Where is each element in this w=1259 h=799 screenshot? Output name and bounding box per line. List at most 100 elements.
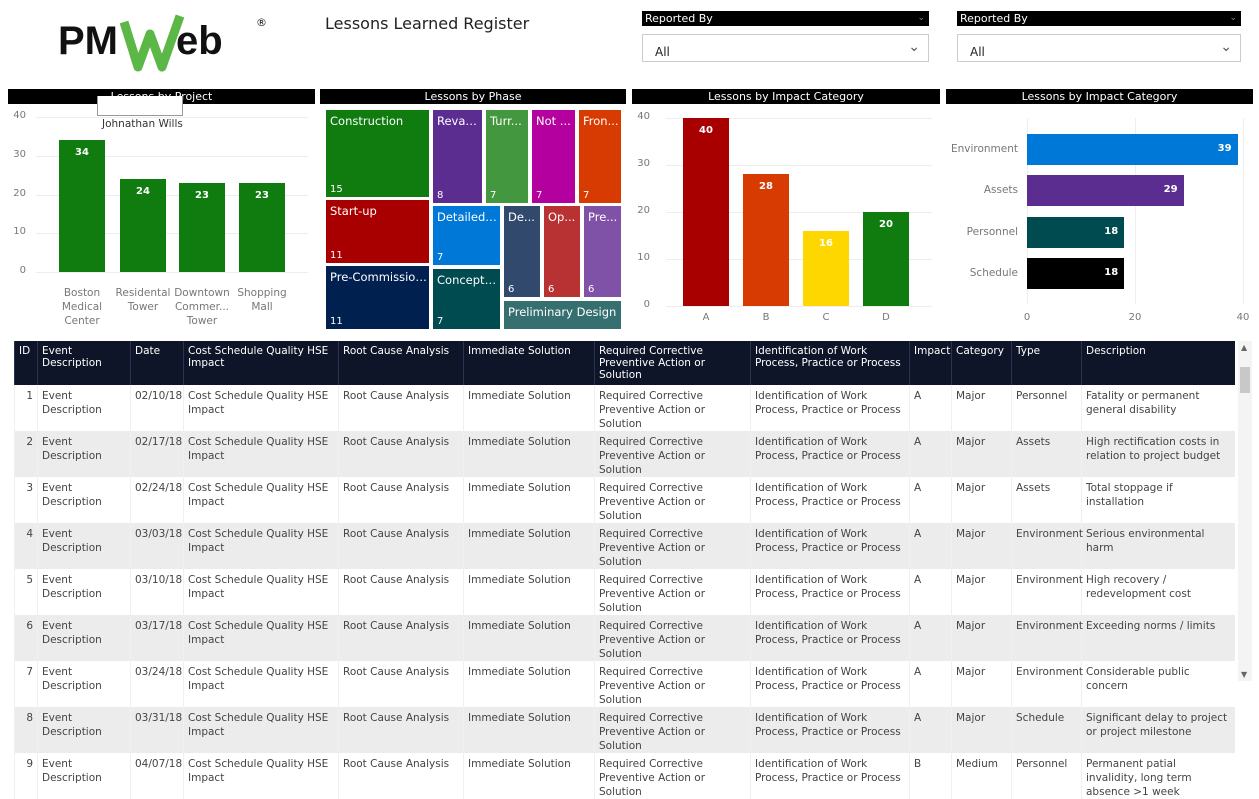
reported-by-filter-2[interactable]: Reported By ⌄ All ⌄ bbox=[957, 11, 1241, 62]
scroll-down-icon[interactable]: ▼ bbox=[1241, 670, 1248, 679]
table-cell: 3 bbox=[14, 477, 38, 523]
tile-label: Fron... bbox=[583, 114, 619, 128]
table-cell: 03/03/18 bbox=[130, 523, 184, 569]
tile-label: Detailed ... bbox=[437, 210, 498, 224]
treemap-tile[interactable]: Start-up 11 bbox=[325, 199, 430, 264]
reported-by-filter-1[interactable]: Reported By ⌄ All ⌄ bbox=[642, 11, 929, 62]
bar-data-label: 39 bbox=[1217, 143, 1232, 154]
treemap-tile[interactable]: Pre... 6 bbox=[583, 205, 622, 298]
treemap-tile[interactable]: Detailed ... 7 bbox=[432, 205, 501, 266]
bar-data-label: 16 bbox=[819, 237, 833, 249]
bar[interactable] bbox=[743, 174, 789, 306]
y-tick-label: 40 bbox=[637, 111, 650, 122]
gridline bbox=[666, 259, 932, 260]
table-cell: 7 bbox=[14, 661, 38, 707]
y-tick-label: 0 bbox=[19, 265, 26, 276]
table-row[interactable]: 1 Event Description 02/10/18 Cost Schedule … bbox=[14, 385, 1235, 431]
table-cell: Total stoppage if installation bbox=[1081, 477, 1235, 523]
table-cell: Cost Schedule Quality HSE Impact bbox=[183, 661, 339, 707]
treemap-tile[interactable]: Conceptu... 7 bbox=[432, 268, 501, 330]
bar-data-label: 24 bbox=[136, 186, 150, 197]
tile-label: Op... bbox=[548, 210, 576, 224]
column-header[interactable]: Description bbox=[1081, 341, 1235, 385]
bar[interactable] bbox=[59, 140, 105, 272]
column-header[interactable]: Cost Schedule Quality HSE Impact bbox=[183, 341, 339, 385]
filter-dropdown[interactable]: All ⌄ bbox=[957, 34, 1241, 62]
bar-data-label: 23 bbox=[255, 189, 269, 201]
table-cell: Identification of Work Process, Practice… bbox=[750, 753, 910, 799]
table-cell: Identification of Work Process, Practice… bbox=[750, 615, 910, 661]
chevron-down-icon[interactable]: ⌄ bbox=[917, 13, 925, 23]
column-header[interactable]: ID bbox=[14, 341, 38, 385]
table-row[interactable]: 6 Event Description 03/17/18 Cost Schedule … bbox=[14, 615, 1235, 661]
table-row[interactable]: 8 Event Description 03/31/18 Cost Schedule … bbox=[14, 707, 1235, 753]
table-cell: Immediate Solution bbox=[463, 477, 595, 523]
table-row[interactable]: 7 Event Description 03/24/18 Cost Schedule … bbox=[14, 661, 1235, 707]
tile-label: Construction bbox=[330, 114, 404, 128]
scrollbar-thumb[interactable] bbox=[1240, 367, 1250, 393]
bar[interactable] bbox=[1027, 217, 1125, 248]
table-cell: High rectification costs in relation to … bbox=[1081, 431, 1235, 477]
tile-value: 11 bbox=[330, 316, 343, 327]
table-cell: B bbox=[909, 753, 952, 799]
bar-data-label: 29 bbox=[1163, 184, 1178, 195]
y-tick-label: 30 bbox=[637, 158, 650, 169]
table-cell: Required Corrective Preventive Action or… bbox=[594, 753, 751, 799]
table-cell: Event Description bbox=[37, 385, 131, 431]
table-cell: Immediate Solution bbox=[463, 385, 595, 431]
svg-text:eb: eb bbox=[176, 19, 223, 63]
bar[interactable] bbox=[239, 182, 285, 272]
column-header[interactable]: Type bbox=[1011, 341, 1082, 385]
table-cell: 03/24/18 bbox=[130, 661, 184, 707]
bar[interactable] bbox=[803, 230, 849, 306]
column-header[interactable]: Immediate Solution bbox=[463, 341, 595, 385]
table-cell: Identification of Work Process, Practice… bbox=[750, 523, 910, 569]
treemap-tile[interactable]: Op... 6 bbox=[543, 205, 581, 298]
y-tick-label: Assets bbox=[983, 184, 1018, 196]
table-cell: Cost Schedule Quality HSE Impact bbox=[183, 431, 339, 477]
table-cell: Root Cause Analysis bbox=[338, 753, 464, 799]
y-tick-label: Schedule bbox=[969, 267, 1018, 279]
treemap-tile[interactable]: Revamp 8 bbox=[432, 109, 483, 204]
treemap-tile[interactable]: Not ... 7 bbox=[531, 109, 576, 204]
scroll-up-icon[interactable]: ▲ bbox=[1241, 343, 1248, 352]
treemap-tile[interactable]: De... 6 bbox=[503, 205, 541, 298]
treemap-tile[interactable]: Preliminary Design bbox=[503, 300, 622, 330]
bar[interactable] bbox=[683, 118, 729, 306]
x-tick-label: 0 bbox=[1023, 312, 1031, 323]
column-header[interactable]: Impact bbox=[909, 341, 952, 385]
table-cell: Environment bbox=[1011, 615, 1083, 661]
table-row[interactable]: 2 Event Description 02/17/18 Cost Schedule … bbox=[14, 431, 1235, 477]
column-header[interactable]: Required Corrective Preventive Action or… bbox=[594, 341, 751, 385]
chevron-down-icon[interactable]: ⌄ bbox=[1229, 13, 1237, 23]
bar[interactable] bbox=[179, 182, 225, 272]
bar[interactable] bbox=[120, 179, 166, 272]
table-row[interactable]: 4 Event Description 03/03/18 Cost Schedule … bbox=[14, 523, 1235, 569]
filter-dropdown[interactable]: All ⌄ bbox=[642, 34, 929, 62]
treemap-tile[interactable]: Turr... 7 bbox=[485, 109, 529, 204]
bar[interactable] bbox=[863, 212, 909, 306]
tile-label: De... bbox=[508, 210, 535, 224]
table-row[interactable]: 9 Event Description 04/07/18 Cost Schedule … bbox=[14, 753, 1235, 799]
table-row[interactable]: 3 Event Description 02/24/18 Cost Schedule … bbox=[14, 477, 1235, 523]
chart-title-phase: Lessons by Phase bbox=[320, 89, 626, 104]
x-tick-label: Residental bbox=[115, 287, 171, 299]
table-row[interactable]: 5 Event Description 03/10/18 Cost Schedule … bbox=[14, 569, 1235, 615]
column-header[interactable]: Root Cause Analysis bbox=[338, 341, 464, 385]
bar-data-label: 28 bbox=[759, 181, 773, 193]
bar[interactable] bbox=[1027, 134, 1238, 165]
column-header[interactable]: Date bbox=[130, 341, 184, 385]
y-tick-label: 20 bbox=[13, 187, 26, 199]
column-header[interactable]: Identification of Work Process, Practice… bbox=[750, 341, 910, 385]
bar[interactable] bbox=[1027, 175, 1184, 206]
table-cell: Root Cause Analysis bbox=[338, 569, 464, 615]
tile-value: 7 bbox=[437, 316, 444, 327]
column-header[interactable]: Event Description bbox=[37, 341, 131, 385]
bar[interactable] bbox=[1027, 258, 1125, 289]
table-scrollbar[interactable]: ▲ ▼ bbox=[1238, 341, 1252, 681]
treemap-tile[interactable]: Construction 15 bbox=[325, 109, 430, 198]
treemap-tile[interactable]: Fron... 7 bbox=[578, 109, 622, 204]
table-cell: Required Corrective Preventive Action or… bbox=[594, 431, 751, 477]
treemap-tile[interactable]: Pre-Commission... 11 bbox=[325, 265, 430, 330]
column-header[interactable]: Category bbox=[951, 341, 1012, 385]
